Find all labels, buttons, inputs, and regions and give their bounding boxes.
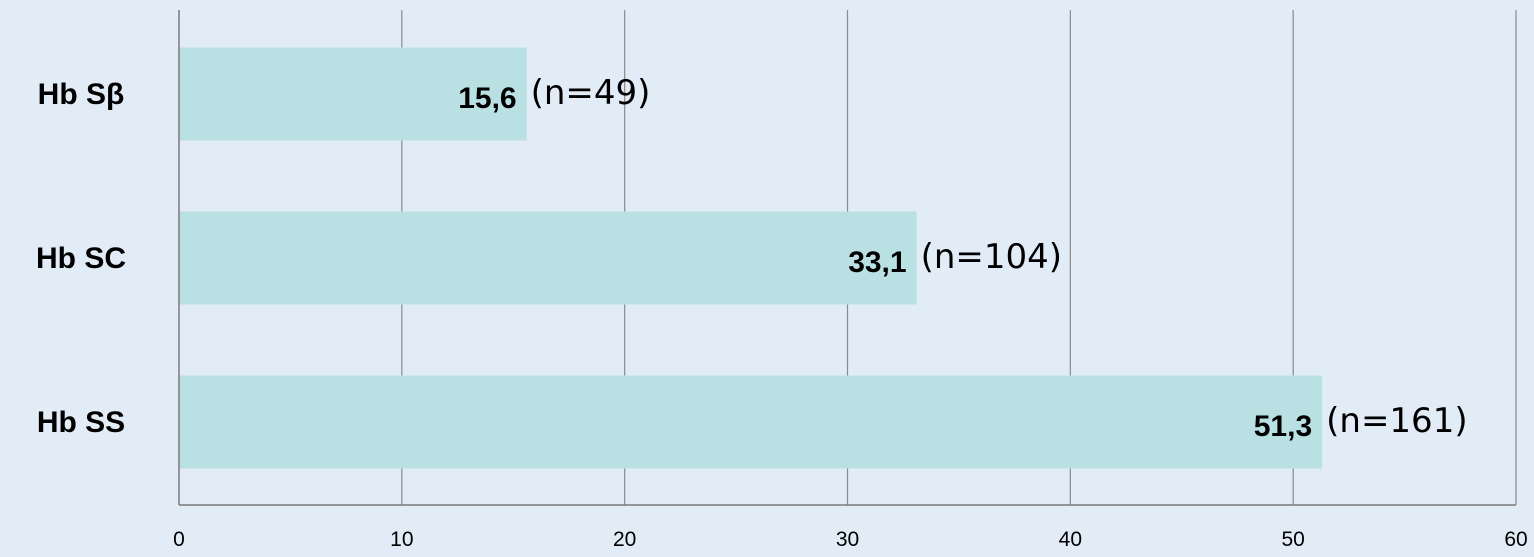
x-tick-label: 50 [1281, 528, 1304, 551]
category-label: Hb SC [36, 242, 126, 275]
bar [179, 47, 527, 141]
sample-size-annotation: (n=161) [1326, 401, 1467, 441]
value-label: 15,6 [458, 82, 516, 115]
x-tick-label: 0 [173, 528, 185, 551]
sample-size-annotation: (n=104) [921, 237, 1062, 277]
x-tick-label: 30 [836, 528, 859, 551]
category-label: Hb SS [37, 406, 125, 439]
x-tick-label: 60 [1504, 528, 1527, 551]
category-label: Hb Sβ [38, 78, 125, 111]
axes [178, 10, 1516, 506]
value-label: 51,3 [1254, 410, 1312, 443]
bar [179, 211, 917, 305]
value-label: 33,1 [848, 246, 906, 279]
labels: 0 10 20 30 40 50 60 Hb Sβ 15,6 (n=49) Hb SC 33,1 (n=… [36, 73, 1528, 551]
x-tick-label: 20 [613, 528, 636, 551]
bar [179, 375, 1323, 469]
x-tick-label: 10 [390, 528, 413, 551]
bars [179, 47, 1323, 469]
x-tick-label: 40 [1059, 528, 1082, 551]
sample-size-annotation: (n=49) [531, 73, 651, 113]
